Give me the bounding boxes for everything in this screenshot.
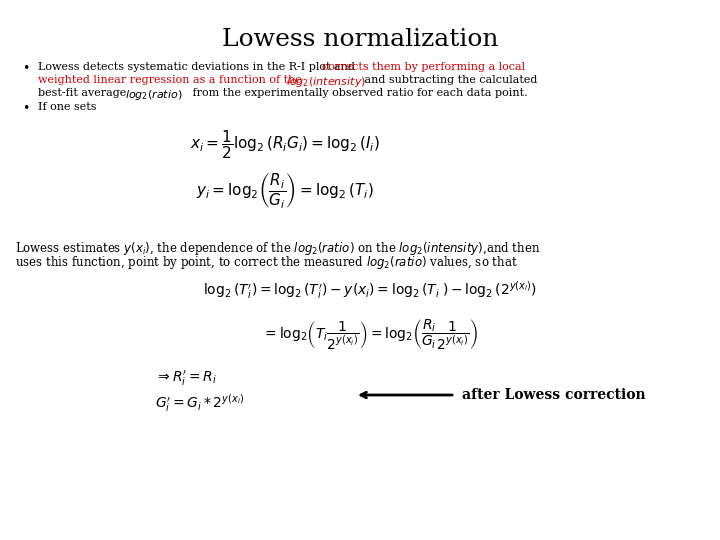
Text: after Lowess correction: after Lowess correction <box>462 388 646 402</box>
Text: Lowess normalization: Lowess normalization <box>222 28 498 51</box>
Text: $y_i = \log_2\!\left(\dfrac{R_i}{G_i}\right) = \log_2(T_i)$: $y_i = \log_2\!\left(\dfrac{R_i}{G_i}\ri… <box>196 171 374 210</box>
Text: $x_i = \dfrac{1}{2}\log_2(R_i G_i) = \log_2(I_i)$: $x_i = \dfrac{1}{2}\log_2(R_i G_i) = \lo… <box>190 129 380 161</box>
Text: •: • <box>22 102 30 115</box>
Text: $G_i' = G_i * 2^{y(x_i)}$: $G_i' = G_i * 2^{y(x_i)}$ <box>155 392 244 414</box>
Text: $\log_2(T_i') = \log_2(T_i') - y(x_i) = \log_2(T_i\;) - \log_2(2^{y(x_i)})$: $\log_2(T_i') = \log_2(T_i') - y(x_i) = … <box>203 279 537 301</box>
Text: $= \log_2\!\left(T_i \dfrac{1}{2^{y(x_i)}}\right) = \log_2\!\left(\dfrac{R_i}{G_: $= \log_2\!\left(T_i \dfrac{1}{2^{y(x_i)… <box>262 318 478 352</box>
Text: If one sets: If one sets <box>38 102 96 112</box>
Text: corrects them by performing a local: corrects them by performing a local <box>322 62 525 72</box>
Text: Lowess detects systematic deviations in the R-I plot and: Lowess detects systematic deviations in … <box>38 62 359 72</box>
Text: weighted linear regression as a function of the: weighted linear regression as a function… <box>38 75 305 85</box>
Text: best-fit average: best-fit average <box>38 88 130 98</box>
Text: $\mathit{log_2(intensity)}$: $\mathit{log_2(intensity)}$ <box>286 75 366 89</box>
Text: •: • <box>22 62 30 75</box>
Text: uses this function, point by point, to correct the measured $\mathit{log_2(ratio: uses this function, point by point, to c… <box>15 254 518 271</box>
Text: Lowess estimates $\mathit{y(x_i)}$, the dependence of the $\mathit{log_2(ratio)}: Lowess estimates $\mathit{y(x_i)}$, the … <box>15 240 540 257</box>
Text: $\Rightarrow R_i' = R_i$: $\Rightarrow R_i' = R_i$ <box>155 368 217 388</box>
Text: $\mathit{log_2(ratio)}$: $\mathit{log_2(ratio)}$ <box>125 88 183 102</box>
Text: from the experimentally observed ratio for each data point.: from the experimentally observed ratio f… <box>189 88 528 98</box>
Text: and subtracting the calculated: and subtracting the calculated <box>361 75 537 85</box>
